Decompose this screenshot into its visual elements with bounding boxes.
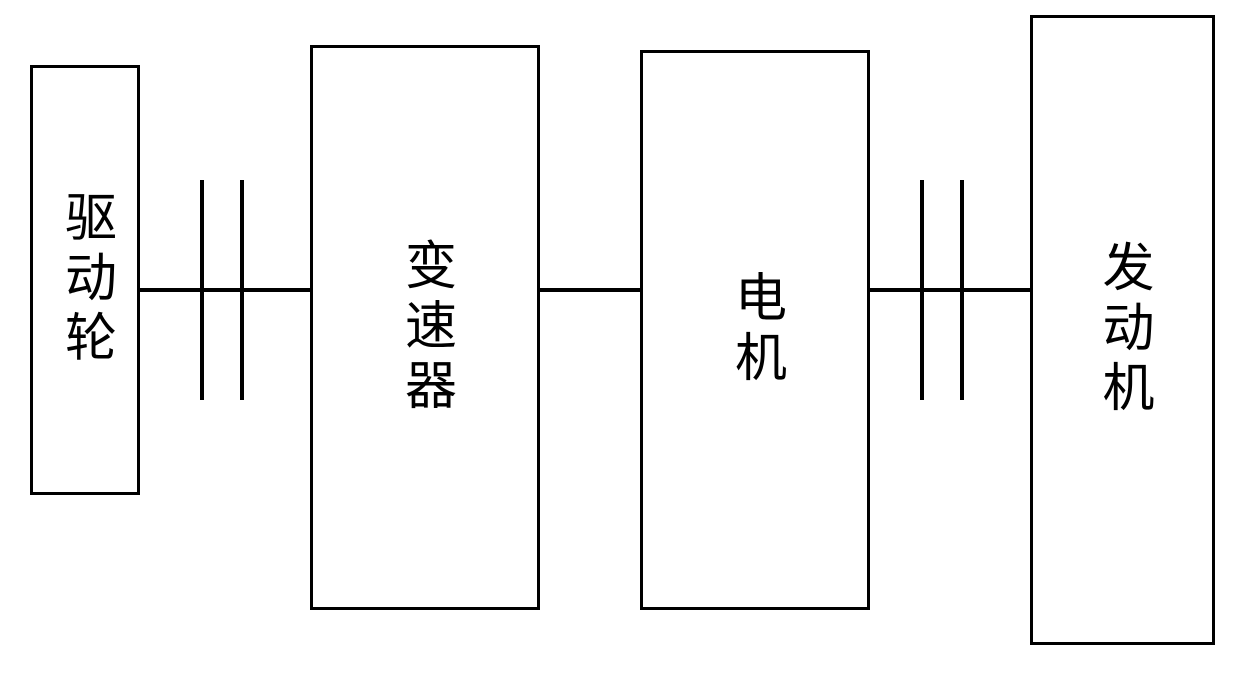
connector-line-1 (140, 288, 310, 292)
block-motor-label: 电机 (718, 270, 793, 390)
connector-bar-1b (240, 180, 244, 400)
diagram-container: 驱动轮 变速器 电机 发动机 (0, 0, 1240, 680)
connector-line-2 (540, 288, 640, 292)
block-motor: 电机 (640, 50, 870, 610)
connector-bar-3b (960, 180, 964, 400)
connector-bar-3a (920, 180, 924, 400)
block-engine: 发动机 (1030, 15, 1215, 645)
connector-line-3 (870, 288, 1030, 292)
block-engine-label: 发动机 (1085, 240, 1160, 420)
block-transmission-label: 变速器 (388, 238, 463, 418)
block-drive-wheel: 驱动轮 (30, 65, 140, 495)
block-drive-wheel-label: 驱动轮 (48, 190, 123, 370)
connector-bar-1a (200, 180, 204, 400)
block-transmission: 变速器 (310, 45, 540, 610)
